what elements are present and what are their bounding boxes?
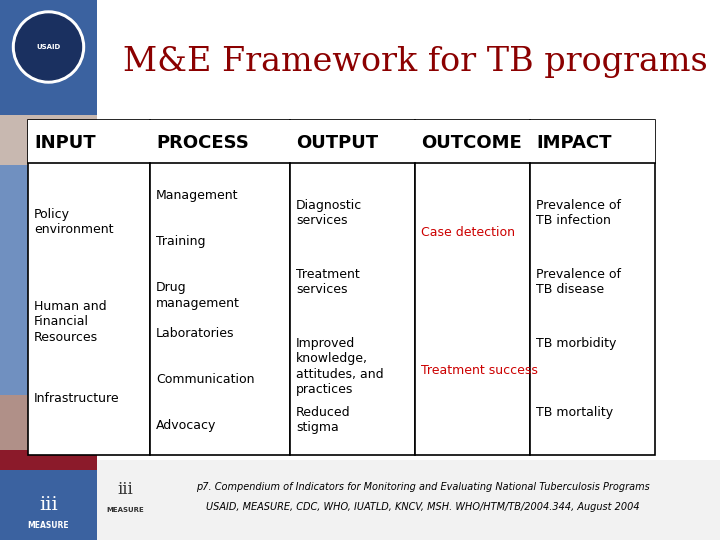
Circle shape bbox=[16, 14, 81, 80]
Text: Drug
management: Drug management bbox=[156, 281, 240, 310]
Bar bbox=[0, 0, 97, 115]
Text: iii: iii bbox=[39, 496, 58, 514]
Text: Human and
Financial
Resources: Human and Financial Resources bbox=[34, 300, 107, 344]
Text: OUTCOME: OUTCOME bbox=[421, 134, 522, 152]
Text: p7. Compendium of Indicators for Monitoring and Evaluating National Tuberculosis: p7. Compendium of Indicators for Monitor… bbox=[196, 482, 649, 492]
Bar bbox=[530, 120, 655, 455]
Bar bbox=[150, 120, 290, 163]
Text: USAID, MEASURE, CDC, WHO, IUATLD, KNCV, MSH. WHO/HTM/TB/2004.344, August 2004: USAID, MEASURE, CDC, WHO, IUATLD, KNCV, … bbox=[206, 502, 639, 512]
Text: Advocacy: Advocacy bbox=[156, 420, 217, 433]
Bar bbox=[290, 120, 415, 455]
Bar bbox=[415, 120, 530, 455]
Bar bbox=[530, 120, 655, 163]
Text: Policy
environment: Policy environment bbox=[34, 208, 114, 237]
Text: Improved
knowledge,
attitudes, and
practices: Improved knowledge, attitudes, and pract… bbox=[296, 336, 384, 396]
Bar bbox=[0, 450, 97, 470]
Bar bbox=[28, 120, 150, 455]
Text: Treatment success: Treatment success bbox=[421, 364, 538, 377]
Bar bbox=[415, 120, 530, 163]
Text: Communication: Communication bbox=[156, 373, 254, 387]
Text: Management: Management bbox=[156, 190, 238, 202]
Text: Laboratories: Laboratories bbox=[156, 327, 235, 340]
Bar bbox=[150, 120, 290, 455]
Bar bbox=[0, 115, 97, 165]
Text: M&E Framework for TB programs: M&E Framework for TB programs bbox=[122, 46, 707, 78]
Bar bbox=[0, 470, 97, 540]
Text: Training: Training bbox=[156, 235, 205, 248]
Text: Case detection: Case detection bbox=[421, 226, 515, 239]
Text: PROCESS: PROCESS bbox=[156, 134, 249, 152]
Text: Prevalence of
TB disease: Prevalence of TB disease bbox=[536, 268, 621, 296]
Circle shape bbox=[12, 11, 84, 83]
Text: USAID: USAID bbox=[37, 44, 60, 50]
Bar bbox=[0, 395, 97, 450]
Bar bbox=[0, 165, 97, 395]
Text: TB morbidity: TB morbidity bbox=[536, 336, 616, 349]
Text: MEASURE: MEASURE bbox=[27, 521, 69, 530]
Text: Diagnostic
services: Diagnostic services bbox=[296, 199, 362, 227]
Text: TB mortality: TB mortality bbox=[536, 406, 613, 419]
Text: iii: iii bbox=[117, 482, 133, 498]
Text: INPUT: INPUT bbox=[34, 134, 96, 152]
Bar bbox=[290, 120, 415, 163]
Text: IMPACT: IMPACT bbox=[536, 134, 611, 152]
Text: Treatment
services: Treatment services bbox=[296, 268, 360, 296]
Text: MEASURE: MEASURE bbox=[106, 507, 144, 513]
Bar bbox=[97, 460, 720, 540]
Text: Reduced
stigma: Reduced stigma bbox=[296, 406, 351, 434]
Text: OUTPUT: OUTPUT bbox=[296, 134, 378, 152]
Bar bbox=[28, 120, 150, 163]
Text: Infrastructure: Infrastructure bbox=[34, 392, 120, 405]
Text: Prevalence of
TB infection: Prevalence of TB infection bbox=[536, 199, 621, 227]
